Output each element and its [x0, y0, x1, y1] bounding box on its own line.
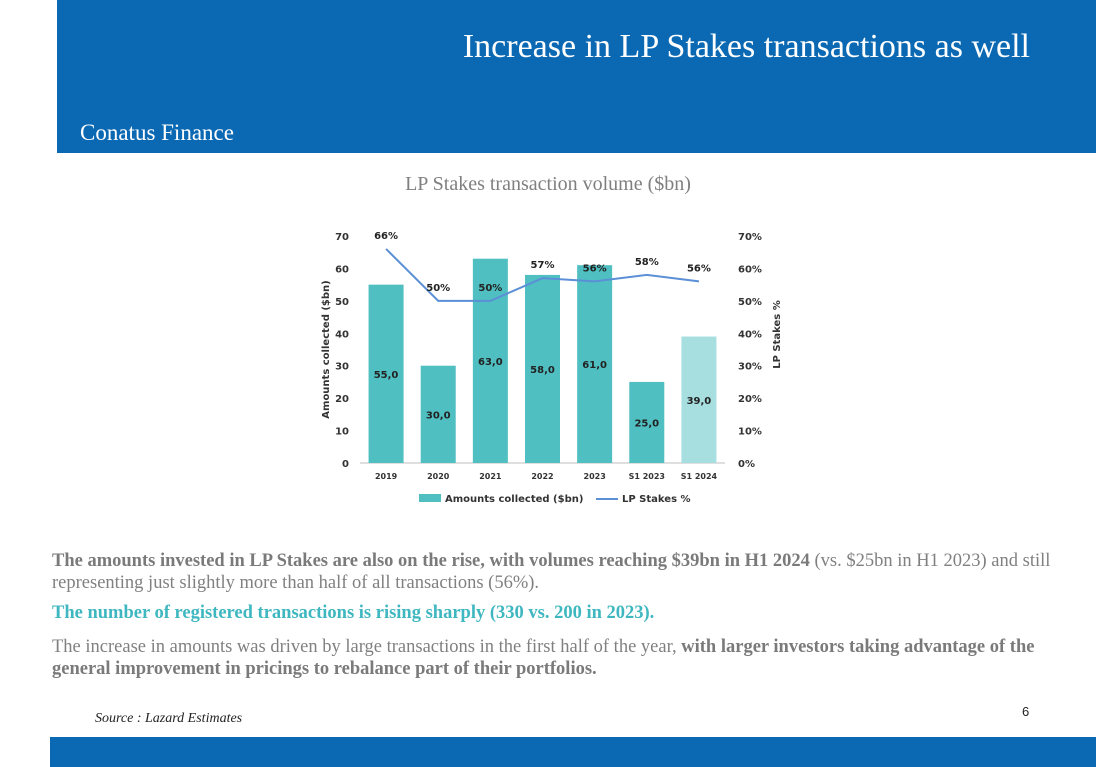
line-value-label: 66%: [374, 231, 398, 242]
bar: [525, 274, 560, 463]
bar: [368, 284, 404, 463]
y2-tick-label: 30%: [738, 362, 762, 373]
y-tick-label: 60: [335, 264, 349, 275]
y-tick-label: 30: [335, 362, 349, 373]
line-value-label: 56%: [687, 263, 711, 274]
footer-banner: [50, 737, 1096, 767]
y2-axis-title: LP Stakes %: [772, 300, 783, 369]
y2-tick-label: 20%: [738, 394, 762, 405]
x-tick-label: 2020: [427, 472, 450, 481]
paragraph-volumes: The amounts invested in LP Stakes are al…: [52, 550, 1057, 594]
x-tick-label: 2023: [584, 472, 606, 481]
bar: [472, 258, 508, 463]
source-note: Source : Lazard Estimates: [95, 711, 243, 726]
header-banner: Increase in LP Stakes transactions as we…: [57, 0, 1096, 153]
line-value-label: 50%: [426, 283, 450, 294]
bar-value-label: 58,0: [530, 365, 555, 376]
x-tick-label: S1 2024: [681, 472, 718, 481]
paragraph-drivers: The increase in amounts was driven by la…: [52, 636, 1057, 680]
line-value-label: 50%: [478, 283, 502, 294]
x-tick-label: 2021: [479, 472, 502, 481]
legend-bar-label: Amounts collected ($bn): [445, 494, 583, 505]
bar-value-label: 30,0: [426, 410, 451, 421]
page-number: 6: [1022, 704, 1030, 719]
y-tick-label: 70: [335, 232, 349, 243]
y-tick-label: 40: [335, 329, 349, 340]
y2-tick-label: 50%: [738, 297, 762, 308]
paragraph-volumes-rest: (vs. $25bn in H1 2023) and still represe…: [52, 551, 1051, 593]
line-value-label: 57%: [531, 260, 555, 271]
legend-bar-swatch: [419, 494, 441, 502]
y-tick-label: 0: [342, 459, 349, 470]
slide-title: Increase in LP Stakes transactions as we…: [462, 28, 1030, 65]
bar-value-label: 63,0: [478, 357, 503, 368]
bar: [420, 365, 456, 463]
paragraph-drivers-rest: The increase in amounts was driven by la…: [52, 637, 682, 657]
bar-value-label: 25,0: [634, 418, 659, 429]
lp-stakes-chart: 0 10 20 30 40 50 60 70 0% 10% 20% 30% 40% 50% 60% 70% Am…: [321, 231, 783, 505]
bar: [577, 265, 613, 463]
lp-stakes-line: [385, 248, 700, 302]
y-tick-label: 10: [335, 427, 349, 438]
x-tick-label: S1 2023: [629, 472, 665, 481]
bar: [681, 336, 717, 463]
paragraph-volumes-strong: The amounts invested in LP Stakes are al…: [52, 551, 810, 571]
legend-line-label: LP Stakes %: [622, 494, 691, 505]
bar-value-label: 39,0: [687, 396, 712, 407]
y-tick-label: 20: [335, 394, 349, 405]
bar: [629, 381, 665, 463]
y2-tick-label: 60%: [738, 264, 762, 275]
x-tick-label: 2019: [375, 472, 398, 481]
line-value-label: 58%: [635, 257, 659, 268]
brand-name: Conatus Finance: [80, 120, 234, 145]
bar-value-label: 61,0: [582, 360, 607, 371]
x-tick-label: 2022: [531, 472, 553, 481]
y2-tick-label: 10%: [738, 427, 762, 438]
line-value-label: 56%: [583, 263, 607, 274]
y2-tick-label: 40%: [738, 329, 762, 340]
paragraph-transactions: The number of registered transactions is…: [52, 603, 655, 623]
y-axis-title: Amounts collected ($bn): [321, 280, 332, 418]
paragraph-drivers-strong: with larger investors taking advantage o…: [52, 637, 1035, 679]
chart-title: LP Stakes transaction volume ($bn): [405, 173, 691, 195]
y-tick-label: 50: [335, 297, 349, 308]
y2-tick-label: 70%: [738, 232, 762, 243]
bar-value-label: 55,0: [374, 370, 399, 381]
y2-tick-label: 0%: [738, 459, 755, 470]
